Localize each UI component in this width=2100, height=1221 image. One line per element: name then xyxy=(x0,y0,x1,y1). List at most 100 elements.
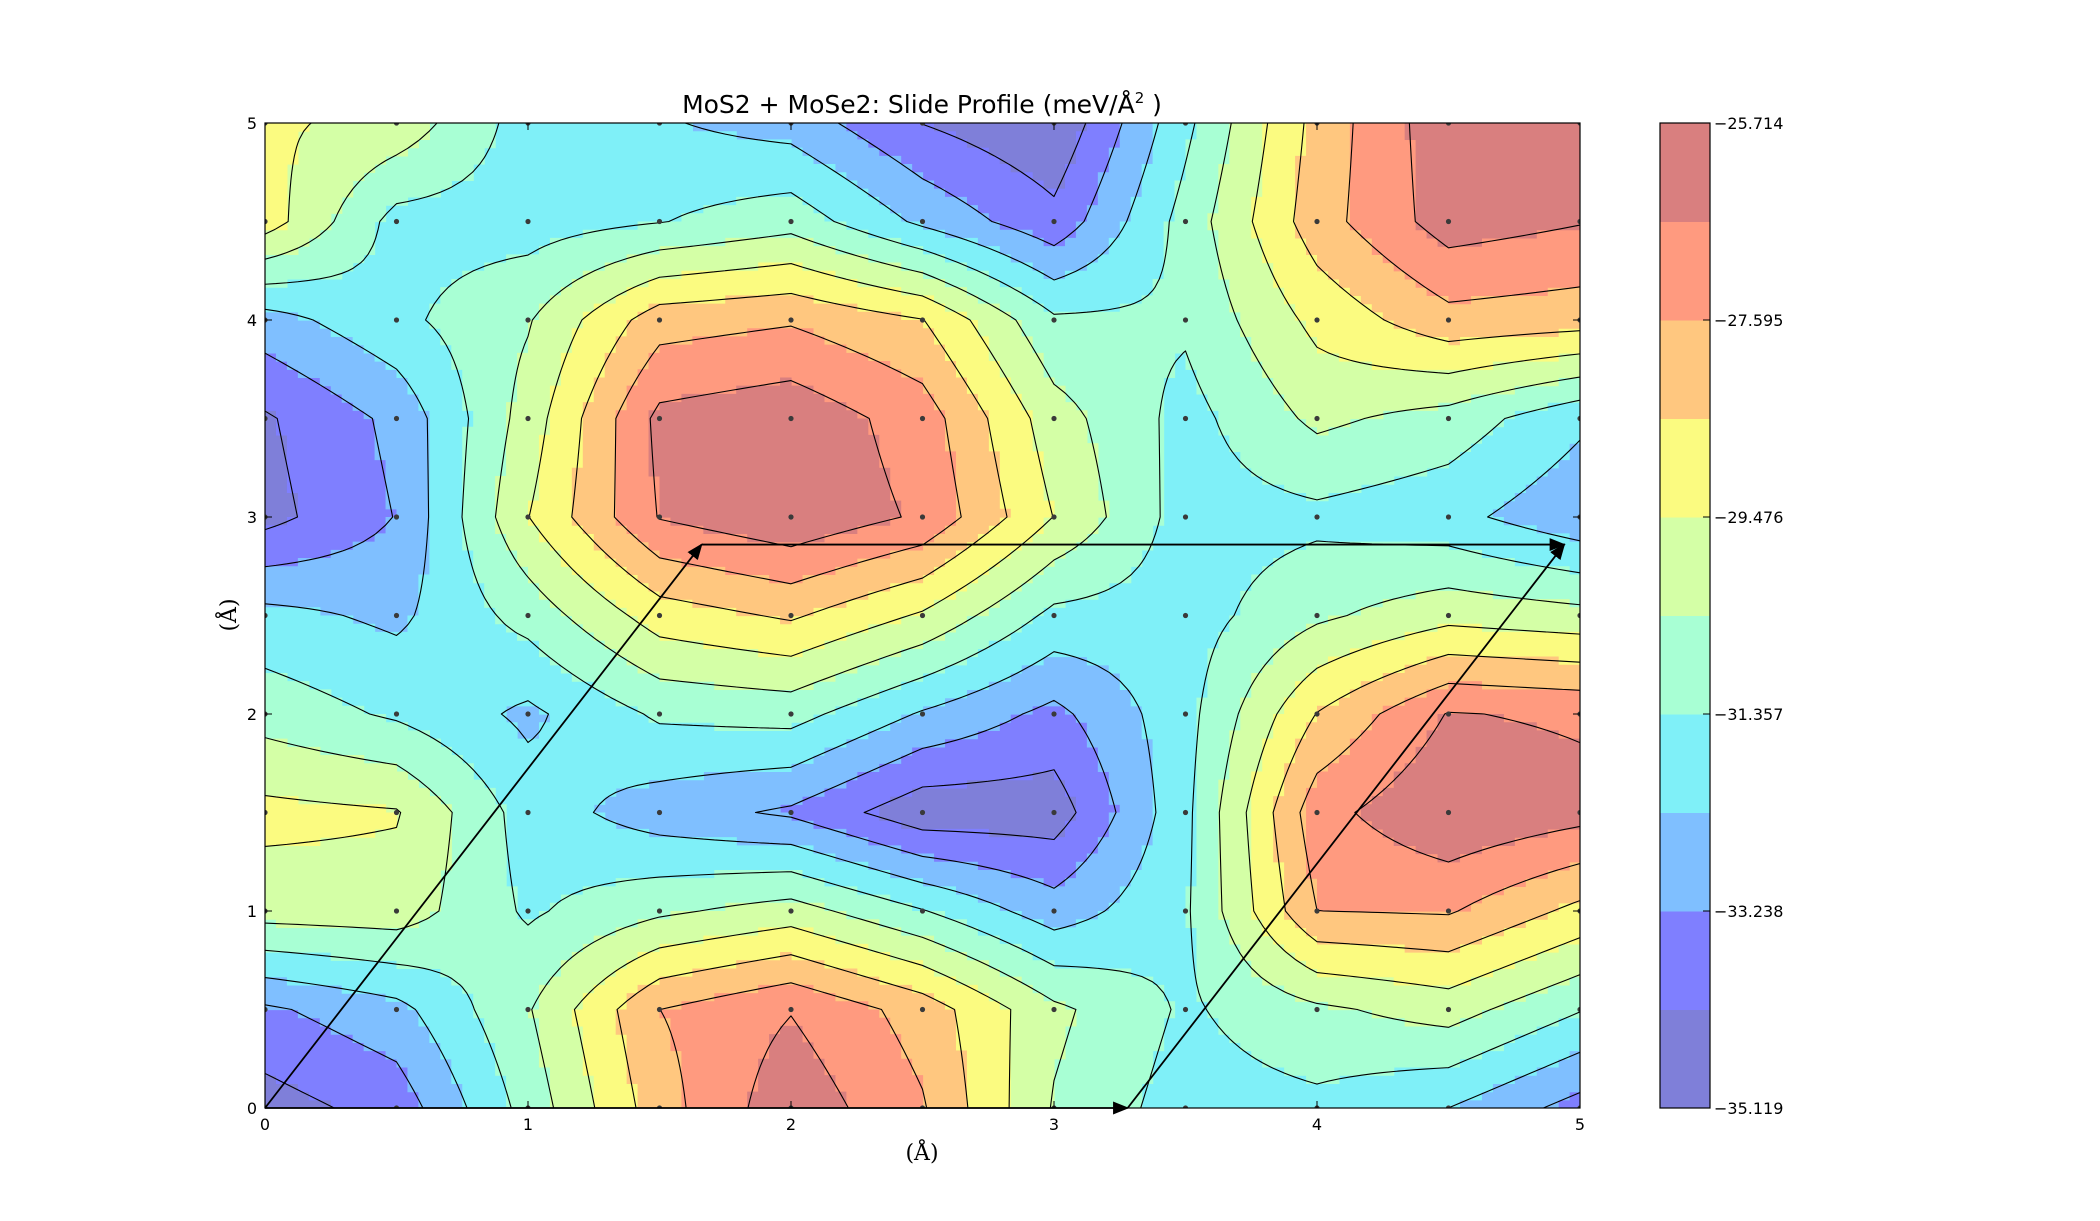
plot-frame xyxy=(264,122,1581,1109)
sample-point xyxy=(525,612,531,619)
sample-point xyxy=(265,612,268,619)
sample-point xyxy=(919,809,926,816)
sample-point xyxy=(1577,612,1580,619)
colorbar-swatch-4 xyxy=(1660,615,1710,715)
sample-point xyxy=(1182,908,1189,914)
sample-point xyxy=(1182,1006,1189,1013)
sample-point xyxy=(1182,1105,1189,1108)
colorbar-swatch-9 xyxy=(1660,123,1710,222)
contour-line-9 xyxy=(649,123,1580,1108)
sample-point xyxy=(265,218,268,225)
x-tick-label: 2 xyxy=(786,1115,796,1134)
sample-point xyxy=(656,612,663,619)
sample-point xyxy=(919,514,926,520)
sample-point xyxy=(1182,612,1189,619)
sample-point xyxy=(656,218,663,225)
x-tick-label: 1 xyxy=(523,1115,533,1134)
sample-point xyxy=(919,123,926,126)
chart-title-superscript: 2 xyxy=(1135,89,1145,107)
colorbar-swatch-2 xyxy=(1660,812,1710,912)
sample-point xyxy=(919,218,926,225)
sample-point xyxy=(1577,1105,1580,1108)
y-tick-label: 3 xyxy=(247,508,257,527)
sample-point xyxy=(1445,218,1452,225)
sample-point xyxy=(1314,1006,1320,1013)
sample-point xyxy=(656,809,663,816)
sample-point xyxy=(1051,908,1057,914)
contour-line-8 xyxy=(613,123,1580,1108)
sample-point xyxy=(919,1006,926,1013)
sample-point xyxy=(1314,514,1320,520)
contour-band-8 xyxy=(615,123,1580,1108)
sample-point xyxy=(656,317,663,323)
colorbar-swatch-7 xyxy=(1660,320,1710,419)
x-tick-label: 5 xyxy=(1575,1115,1585,1134)
colorbar-tick-label: −29.476 xyxy=(1714,508,1783,527)
sample-point xyxy=(1314,612,1320,619)
sample-point xyxy=(1577,123,1580,126)
x-axis: 0 1 2 3 4 5 xyxy=(260,123,1585,1134)
sample-point xyxy=(525,711,531,717)
sample-point xyxy=(788,1006,794,1013)
colorbar-swatch-6 xyxy=(1660,418,1710,518)
sample-point xyxy=(919,612,926,619)
sample-point xyxy=(788,809,794,816)
sample-point xyxy=(1182,123,1189,126)
sample-point xyxy=(1182,317,1189,323)
sample-point xyxy=(265,123,268,126)
sample-point xyxy=(393,317,400,323)
sample-point xyxy=(1051,711,1057,717)
sample-point xyxy=(1577,415,1580,422)
contour-line-7 xyxy=(571,123,1580,1108)
sample-point xyxy=(656,123,663,126)
sample-point xyxy=(788,711,794,717)
sample-point xyxy=(1051,218,1057,225)
vector-arrow-1 xyxy=(264,543,703,1109)
sample-point xyxy=(656,908,663,914)
contour-line-6 xyxy=(265,123,1580,1108)
sample-point xyxy=(1577,218,1580,225)
sample-point xyxy=(1445,415,1452,422)
sample-point xyxy=(393,218,400,225)
contour-band-4 xyxy=(265,123,1580,1108)
sample-point xyxy=(265,809,268,816)
colorbar: −35.119 −33.238 −31.357 −29.476 −27.595 −25.7… xyxy=(1659,114,1783,1118)
sample-point xyxy=(788,415,794,422)
contour-line-5 xyxy=(265,123,1580,1108)
x-axis-label: (Å) xyxy=(905,1138,938,1166)
colorbar-swatch-1 xyxy=(1660,911,1710,1010)
sample-point xyxy=(1051,612,1057,619)
sample-point xyxy=(1314,711,1320,717)
colorbar-tick-label: −31.357 xyxy=(1714,705,1783,724)
sample-point xyxy=(656,415,663,422)
sample-point xyxy=(1314,809,1320,816)
sample-point xyxy=(1445,514,1452,520)
x-tick-label: 3 xyxy=(1049,1115,1059,1134)
y-tick-label: 1 xyxy=(247,902,257,921)
sample-point xyxy=(1445,908,1452,914)
sample-point xyxy=(788,612,794,619)
sample-point xyxy=(1445,809,1452,816)
colorbar-swatch-8 xyxy=(1660,221,1710,321)
sample-point xyxy=(919,908,926,914)
chart-title: MoS2 + MoSe2: Slide Profile (meV/Å2 ) xyxy=(682,89,1162,119)
sample-point xyxy=(788,317,794,323)
colorbar-swatch-5 xyxy=(1660,517,1710,616)
sample-point xyxy=(1577,1006,1580,1013)
colorbar-tick-label: −35.119 xyxy=(1714,1099,1783,1118)
contour-line-1 xyxy=(265,123,1087,1108)
sample-point xyxy=(525,317,531,323)
sample-point xyxy=(393,809,400,816)
y-tick-label: 2 xyxy=(247,705,257,724)
sample-point xyxy=(919,711,926,717)
plot-area xyxy=(265,123,1580,1108)
sample-point xyxy=(1445,317,1452,323)
colorbar-swatch-3 xyxy=(1660,714,1710,813)
sample-point xyxy=(393,711,400,717)
sample-point xyxy=(1051,809,1057,816)
sample-point xyxy=(1445,1105,1452,1108)
sample-point xyxy=(919,415,926,422)
sample-point xyxy=(393,123,400,126)
sample-point xyxy=(1051,317,1057,323)
